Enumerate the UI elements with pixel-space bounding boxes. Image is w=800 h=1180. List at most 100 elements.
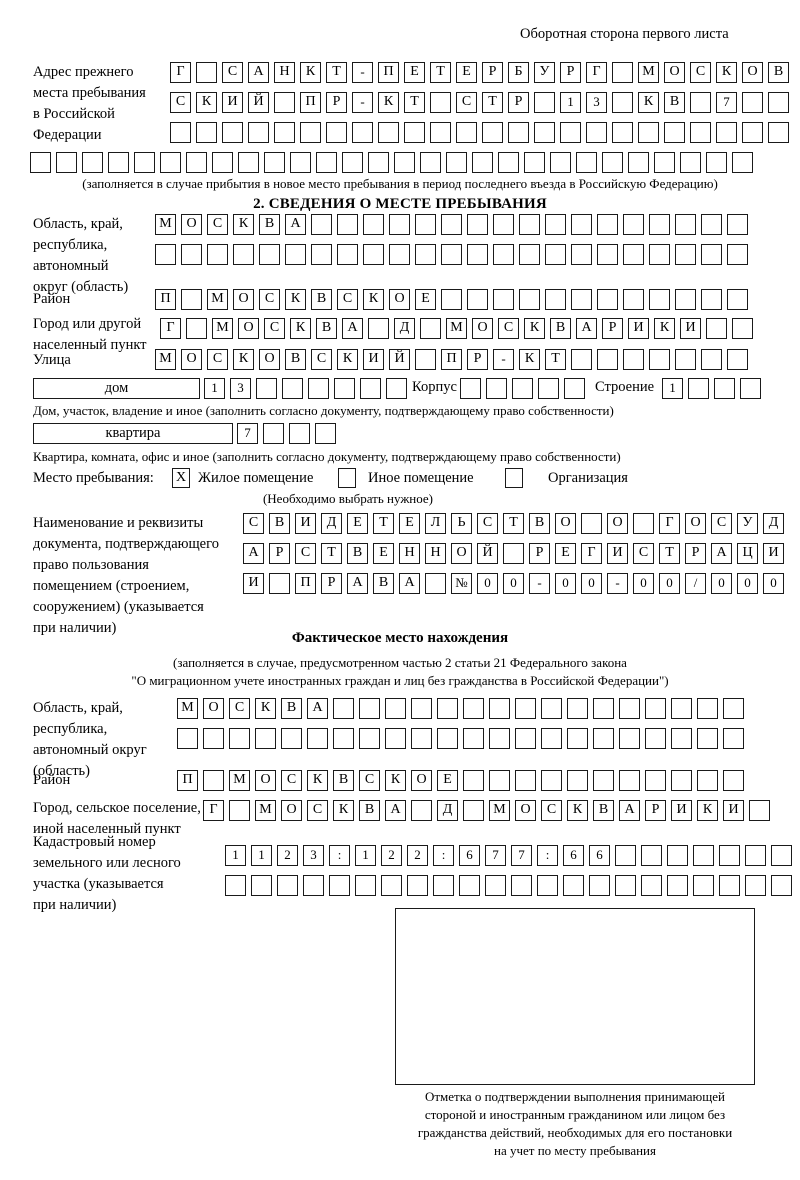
stay-district-row-cell-14[interactable]: [493, 289, 514, 310]
prev-address-row-4-cell-21[interactable]: [550, 152, 571, 173]
stay-city-row-cell-16[interactable]: В: [550, 318, 571, 339]
stay-region-row-1-cell-10[interactable]: [389, 214, 410, 235]
actual-region-row-2-cell-19[interactable]: [645, 728, 666, 749]
stay-type-option-1-checkbox[interactable]: X: [172, 468, 190, 488]
actual-region-row-1-cell-13[interactable]: [489, 698, 510, 719]
doc-details-row-1-cell-5[interactable]: Е: [347, 513, 368, 534]
doc-details-row-3-cell-18[interactable]: /: [685, 573, 706, 594]
stay-district-row-cell-18[interactable]: [597, 289, 618, 310]
prev-address-row-3-cell-9[interactable]: [378, 122, 399, 143]
prev-address-row-3-cell-8[interactable]: [352, 122, 373, 143]
stay-street-row-cell-14[interactable]: -: [493, 349, 514, 370]
stay-region-row-2-cell-15[interactable]: [519, 244, 540, 265]
stay-region-row-1-cell-14[interactable]: [493, 214, 514, 235]
actual-district-row-cell-16[interactable]: [567, 770, 588, 791]
house-number-cells-cell-5[interactable]: [308, 378, 329, 399]
actual-region-row-1-cell-20[interactable]: [671, 698, 692, 719]
stay-district-row-cell-2[interactable]: [181, 289, 202, 310]
stay-district-row-cell-23[interactable]: [727, 289, 748, 310]
actual-region-row-1-cell-4[interactable]: К: [255, 698, 276, 719]
stay-city-row-cell-15[interactable]: К: [524, 318, 545, 339]
actual-region-row-2-cell-1[interactable]: [177, 728, 198, 749]
actual-city-row-cell-4[interactable]: О: [281, 800, 302, 821]
actual-city-row-cell-5[interactable]: С: [307, 800, 328, 821]
doc-details-row-3-cell-20[interactable]: 0: [737, 573, 758, 594]
actual-city-row-cell-8[interactable]: А: [385, 800, 406, 821]
cadastral-row-1-cell-17[interactable]: [641, 845, 662, 866]
cadastral-row-2-cell-9[interactable]: [433, 875, 454, 896]
cadastral-row-2-cell-12[interactable]: [511, 875, 532, 896]
stay-city-row-cell-7[interactable]: В: [316, 318, 337, 339]
doc-details-row-1-cell-20[interactable]: У: [737, 513, 758, 534]
stay-region-row-2-cell-13[interactable]: [467, 244, 488, 265]
cadastral-row-2-cell-1[interactable]: [225, 875, 246, 896]
prev-address-row-1-cell-22[interactable]: К: [716, 62, 737, 83]
doc-details-row-3-cell-19[interactable]: 0: [711, 573, 732, 594]
stay-region-row-1-cell-3[interactable]: С: [207, 214, 228, 235]
actual-region-row-1-cell-14[interactable]: [515, 698, 536, 719]
doc-details-row-2-cell-5[interactable]: В: [347, 543, 368, 564]
actual-district-row-cell-12[interactable]: [463, 770, 484, 791]
cadastral-row-2-cell-11[interactable]: [485, 875, 506, 896]
house-number-cells-cell-6[interactable]: [334, 378, 355, 399]
actual-region-row-2-cell-6[interactable]: [307, 728, 328, 749]
prev-address-row-1-cell-14[interactable]: Б: [508, 62, 529, 83]
actual-region-row-1-cell-8[interactable]: [359, 698, 380, 719]
prev-address-row-1-cell-17[interactable]: Г: [586, 62, 607, 83]
cadastral-row-2-cell-14[interactable]: [563, 875, 584, 896]
actual-district-row-cell-7[interactable]: В: [333, 770, 354, 791]
actual-district-row-cell-2[interactable]: [203, 770, 224, 791]
stay-region-row-1-cell-12[interactable]: [441, 214, 462, 235]
stay-region-row-2-cell-10[interactable]: [389, 244, 410, 265]
actual-district-row-cell-19[interactable]: [645, 770, 666, 791]
stay-city-row-cell-12[interactable]: М: [446, 318, 467, 339]
stay-region-row-1-cell-23[interactable]: [727, 214, 748, 235]
stay-street-row-cell-4[interactable]: К: [233, 349, 254, 370]
cadastral-row-1-cell-2[interactable]: 1: [251, 845, 272, 866]
actual-city-row-cell-22[interactable]: [749, 800, 770, 821]
stay-district-row-cell-1[interactable]: П: [155, 289, 176, 310]
building-cells-cell-4[interactable]: [538, 378, 559, 399]
prev-address-row-4-cell-19[interactable]: [498, 152, 519, 173]
prev-address-row-2-cell-21[interactable]: [690, 92, 711, 113]
actual-region-row-1-cell-3[interactable]: С: [229, 698, 250, 719]
stay-region-row-2-cell-17[interactable]: [571, 244, 592, 265]
prev-address-row-1-cell-9[interactable]: П: [378, 62, 399, 83]
actual-district-row-cell-18[interactable]: [619, 770, 640, 791]
prev-address-row-3-cell-12[interactable]: [456, 122, 477, 143]
stay-region-row-2-cell-16[interactable]: [545, 244, 566, 265]
actual-district-row-cell-6[interactable]: К: [307, 770, 328, 791]
stay-street-row-cell-15[interactable]: К: [519, 349, 540, 370]
stay-region-row-2-cell-20[interactable]: [649, 244, 670, 265]
cadastral-row-1-cell-6[interactable]: 1: [355, 845, 376, 866]
stay-district-row-cell-3[interactable]: М: [207, 289, 228, 310]
actual-region-row-2-cell-4[interactable]: [255, 728, 276, 749]
stay-city-row-cell-21[interactable]: И: [680, 318, 701, 339]
building-cells[interactable]: [460, 378, 585, 399]
prev-address-row-1-cell-13[interactable]: Р: [482, 62, 503, 83]
stay-city-row-cell-3[interactable]: М: [212, 318, 233, 339]
prev-address-row-3-cell-15[interactable]: [534, 122, 555, 143]
cadastral-row-1-cell-19[interactable]: [693, 845, 714, 866]
cadastral-row-1-cell-22[interactable]: [771, 845, 792, 866]
cadastral-row-2-cell-20[interactable]: [719, 875, 740, 896]
prev-address-row-2-cell-22[interactable]: 7: [716, 92, 737, 113]
prev-address-row-2-cell-24[interactable]: [768, 92, 789, 113]
doc-details-row-2-cell-3[interactable]: С: [295, 543, 316, 564]
doc-details-row-2-cell-8[interactable]: Н: [425, 543, 446, 564]
stay-district-row-cell-13[interactable]: [467, 289, 488, 310]
prev-address-row-4-cell-7[interactable]: [186, 152, 207, 173]
prev-address-row-1-cell-19[interactable]: М: [638, 62, 659, 83]
prev-address-row-2-cell-23[interactable]: [742, 92, 763, 113]
prev-address-row-4-cell-16[interactable]: [420, 152, 441, 173]
prev-address-row-4-cell-2[interactable]: [56, 152, 77, 173]
prev-address-row-3-cell-11[interactable]: [430, 122, 451, 143]
doc-details-row-2-cell-21[interactable]: И: [763, 543, 784, 564]
cadastral-row-1-cell-12[interactable]: 7: [511, 845, 532, 866]
actual-region-row-1-cell-16[interactable]: [567, 698, 588, 719]
doc-details-row-1-cell-17[interactable]: Г: [659, 513, 680, 534]
stay-region-row-2-cell-11[interactable]: [415, 244, 436, 265]
doc-details-row-3-cell-13[interactable]: 0: [555, 573, 576, 594]
